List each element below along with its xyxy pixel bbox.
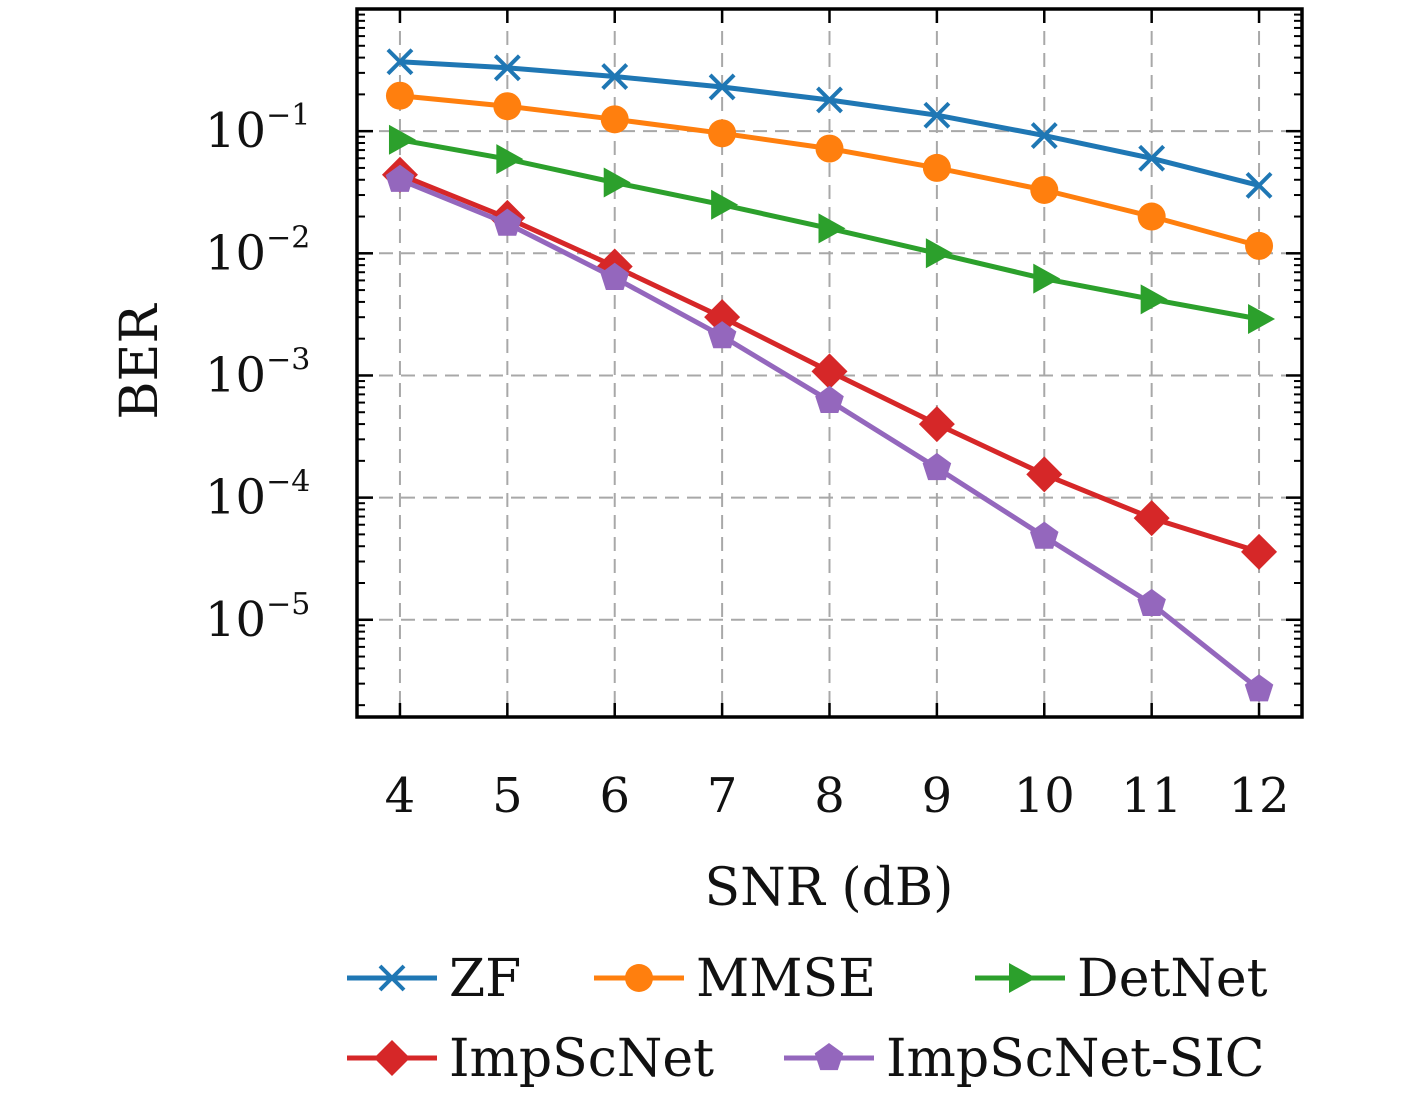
legend-marker-detnet [1009, 963, 1036, 993]
legend-item-mmse: MMSE [594, 949, 876, 1009]
series-impscnet-sic [385, 164, 1274, 702]
data-point-detnet [496, 144, 524, 175]
data-point-zf [386, 48, 414, 76]
x-tick-label: 7 [707, 768, 738, 824]
data-point-impscnet-sic [815, 385, 844, 413]
data-point-impscnet-sic [1244, 674, 1274, 702]
data-point-zf [1138, 144, 1166, 172]
x-tick-label: 5 [492, 768, 523, 824]
data-point-mmse [1245, 231, 1274, 260]
x-tick-label: 12 [1229, 768, 1290, 824]
ticks: 4 5 6 7 8 9 10 11 12 10−1 10−2 10−3 10−4 10−5 [205, 9, 1302, 824]
data-point-zf [601, 63, 629, 90]
x-tick-label: 6 [599, 768, 630, 824]
x-tick-label: 11 [1121, 768, 1182, 824]
data-point-detnet [925, 238, 953, 269]
legend-marker-impscnet-sic [814, 1043, 844, 1071]
data-point-mmse [1030, 175, 1059, 204]
y-tick-label: 10−4 [205, 465, 310, 526]
series-detnet [388, 124, 1276, 334]
x-tick-label: 9 [922, 768, 953, 824]
x-tick-label: 4 [385, 768, 416, 824]
data-point-detnet [818, 213, 846, 244]
y-tick-label: 10−2 [205, 220, 310, 281]
legend-item-impscnet: ImpScNet [347, 1029, 714, 1089]
series-layer [381, 48, 1278, 702]
y-tick-label: 10−1 [205, 98, 310, 159]
legend: ZF MMSE DetNet ImpScNet ImpScNet-SIC [347, 949, 1268, 1089]
data-point-impscnet-sic [1137, 588, 1166, 616]
data-point-zf [708, 73, 736, 101]
legend-label: ImpScNet [449, 1029, 714, 1089]
data-point-detnet [711, 189, 739, 220]
series-zf [386, 48, 1273, 199]
data-point-detnet [1248, 303, 1276, 334]
data-point-detnet [1140, 284, 1168, 315]
x-axis-label: SNR (dB) [705, 858, 954, 918]
data-point-zf [1245, 171, 1273, 199]
data-point-detnet [603, 167, 631, 198]
legend-item-detnet: DetNet [975, 949, 1268, 1009]
data-point-impscnet [1026, 456, 1063, 493]
data-point-impscnet [811, 353, 848, 390]
data-point-mmse [493, 92, 522, 121]
data-point-zf [923, 101, 951, 129]
data-point-impscnet-sic [922, 452, 952, 481]
data-point-mmse [815, 134, 844, 163]
legend-label: ZF [449, 949, 521, 1009]
data-point-impscnet-sic [385, 164, 415, 192]
data-point-impscnet-sic [1030, 521, 1059, 549]
legend-marker-mmse [625, 964, 653, 992]
data-point-detnet [1033, 263, 1061, 294]
data-point-zf [816, 86, 843, 114]
legend-item-zf: ZF [347, 949, 521, 1009]
data-point-impscnet [1133, 500, 1170, 537]
legend-label: DetNet [1077, 949, 1268, 1009]
data-point-impscnet [918, 406, 955, 443]
data-point-mmse [385, 81, 414, 110]
legend-marker-impscnet [374, 1040, 410, 1076]
series-mmse [385, 81, 1274, 260]
data-point-mmse [708, 119, 737, 148]
y-tick-label: 10−5 [205, 587, 310, 648]
y-axis-label: BER [110, 302, 170, 419]
data-point-mmse [922, 153, 951, 182]
y-tick-label: 10−3 [205, 342, 310, 403]
data-point-detnet [388, 124, 416, 155]
data-point-zf [1030, 122, 1058, 149]
data-point-impscnet-sic [707, 321, 737, 349]
data-point-impscnet [704, 299, 741, 336]
data-point-impscnet-sic [600, 262, 629, 290]
data-point-mmse [600, 105, 629, 134]
data-point-impscnet [1241, 533, 1278, 570]
legend-label: MMSE [696, 949, 876, 1009]
legend-item-impscnet-sic: ImpScNet-SIC [784, 1029, 1265, 1089]
legend-marker-zf [378, 964, 406, 992]
data-point-impscnet-sic [493, 208, 522, 236]
data-point-mmse [1137, 202, 1166, 231]
x-tick-label: 8 [814, 768, 845, 824]
x-tick-label: 10 [1014, 768, 1075, 824]
data-point-zf [493, 54, 521, 82]
legend-label: ImpScNet-SIC [886, 1029, 1265, 1089]
